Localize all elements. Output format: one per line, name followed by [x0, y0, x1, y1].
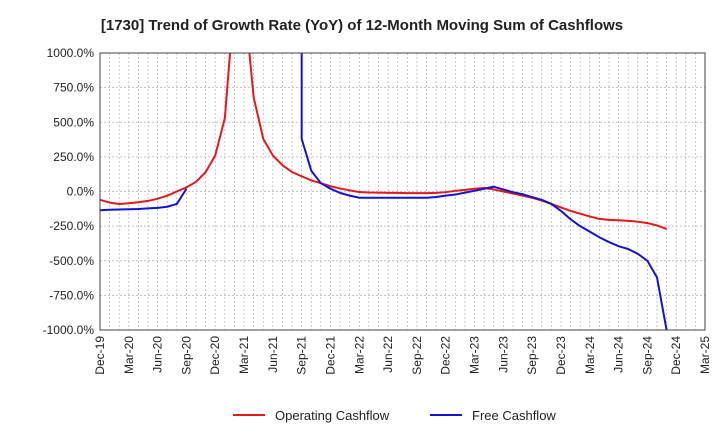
- x-tick-label: Sep-21: [295, 336, 309, 375]
- y-tick-label: -250.0%: [49, 219, 94, 233]
- grid: [100, 53, 705, 330]
- y-tick-label: 500.0%: [53, 115, 94, 129]
- legend: Operating Cashflow Free Cashflow: [233, 408, 556, 423]
- y-tick-label: 0.0%: [67, 185, 95, 199]
- y-tick-label: -1000.0%: [43, 323, 95, 337]
- x-tick-label: Sep-24: [640, 336, 654, 375]
- legend-label-free-cashflow: Free Cashflow: [472, 408, 556, 423]
- x-tick-label: Mar-21: [237, 336, 251, 374]
- series-line-free-cashflow: [100, 188, 188, 212]
- y-tick-label: -750.0%: [49, 288, 94, 302]
- x-tick-label: Jun-21: [266, 336, 280, 373]
- x-tick-label: Jun-22: [381, 336, 395, 373]
- plot-frame: [99, 52, 706, 331]
- x-tick-label: Dec-22: [439, 336, 453, 375]
- x-tick-label: Sep-20: [179, 336, 193, 375]
- x-tick-label: Mar-24: [583, 336, 597, 374]
- x-tick-label: Jun-24: [612, 336, 626, 373]
- y-axis: 1000.0% 750.0% 500.0% 250.0% 0.0% -250.0% -500…: [43, 46, 95, 337]
- series-line-operating-cashflow: [100, 53, 667, 230]
- y-tick-label: 250.0%: [53, 150, 94, 164]
- x-tick-label: Dec-21: [323, 336, 337, 375]
- x-tick-label: Mar-23: [468, 336, 482, 374]
- x-tick-label: Sep-23: [525, 336, 539, 375]
- series-line-free-cashflow: [300, 53, 668, 330]
- chart-title: [1730] Trend of Growth Rate (YoY) of 12-…: [101, 17, 623, 34]
- legend-label-operating-cashflow: Operating Cashflow: [275, 408, 390, 423]
- x-tick-label: Jun-20: [151, 336, 165, 373]
- x-tick-label: Dec-20: [208, 336, 222, 375]
- y-tick-label: 750.0%: [53, 81, 94, 95]
- y-tick-label: -500.0%: [49, 254, 94, 268]
- x-tick-label: Dec-19: [93, 336, 107, 375]
- x-tick-label: Mar-25: [698, 336, 712, 374]
- x-tick-label: Mar-20: [122, 336, 136, 374]
- x-tick-label: Dec-24: [669, 336, 683, 375]
- series-lines: [100, 53, 668, 330]
- x-tick-label: Dec-23: [554, 336, 568, 375]
- x-axis: Dec-19 Mar-20 Jun-20 Sep-20 Dec-20 Mar-21 Jun-…: [93, 336, 712, 375]
- y-tick-label: 1000.0%: [47, 46, 95, 60]
- x-tick-label: Mar-22: [352, 336, 366, 374]
- x-tick-label: Sep-22: [410, 336, 424, 375]
- x-tick-label: Jun-23: [496, 336, 510, 373]
